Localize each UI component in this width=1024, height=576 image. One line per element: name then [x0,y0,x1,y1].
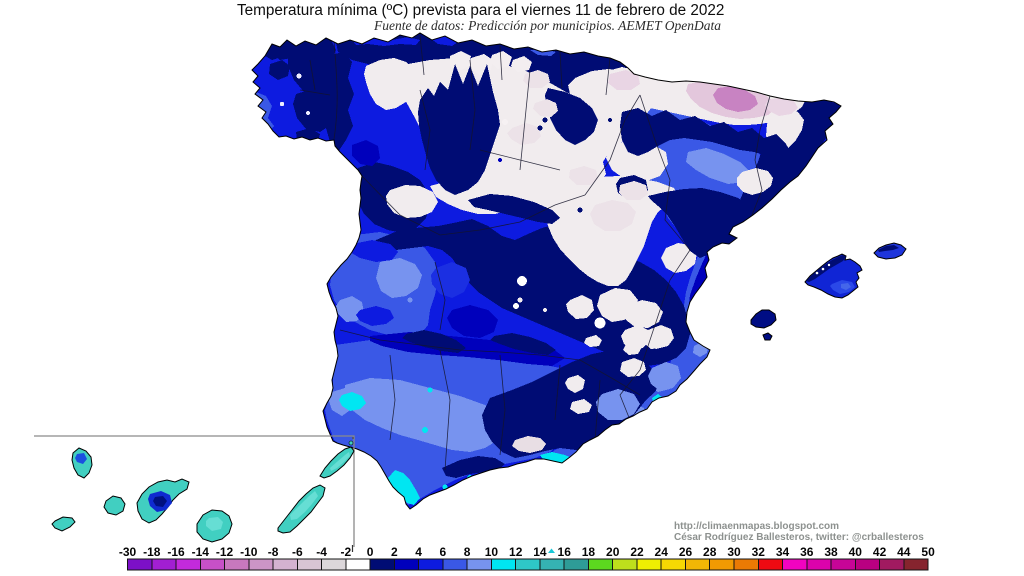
svg-text:18: 18 [582,545,596,559]
svg-text:28: 28 [703,545,717,559]
svg-text:14: 14 [533,545,547,559]
svg-text:6: 6 [440,545,447,559]
svg-text:36: 36 [800,545,814,559]
svg-text:24: 24 [655,545,669,559]
svg-text:26: 26 [679,545,693,559]
svg-text:-16: -16 [167,545,185,559]
svg-text:-2: -2 [340,545,351,559]
svg-text:20: 20 [606,545,620,559]
svg-text:0: 0 [367,545,374,559]
svg-text:12: 12 [509,545,523,559]
svg-text:-18: -18 [143,545,161,559]
svg-text:-10: -10 [240,545,258,559]
svg-text:2: 2 [391,545,398,559]
svg-text:22: 22 [630,545,644,559]
svg-text:40: 40 [849,545,863,559]
svg-text:42: 42 [873,545,887,559]
svg-text:32: 32 [752,545,766,559]
svg-text:10: 10 [485,545,499,559]
svg-text:-6: -6 [292,545,303,559]
svg-text:8: 8 [464,545,471,559]
svg-text:50: 50 [921,545,935,559]
svg-text:30: 30 [727,545,741,559]
svg-text:44: 44 [897,545,911,559]
svg-text:34: 34 [776,545,790,559]
svg-text:4: 4 [415,545,422,559]
svg-text:38: 38 [824,545,838,559]
svg-text:-4: -4 [316,545,327,559]
svg-text:16: 16 [558,545,572,559]
svg-text:-8: -8 [268,545,279,559]
svg-text:-30: -30 [119,545,137,559]
svg-text:-14: -14 [192,545,210,559]
svg-text:-12: -12 [216,545,234,559]
